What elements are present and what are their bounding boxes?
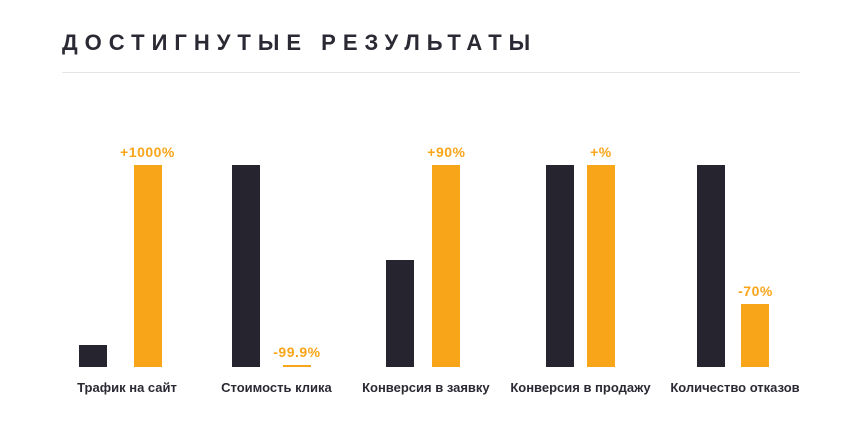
dark-bar: [232, 165, 261, 367]
orange-bar-column: +90%: [427, 144, 465, 367]
bar-pair: +%: [545, 141, 615, 367]
dark-bar: [386, 260, 415, 367]
chart-group: +% Конверсия в продажу: [510, 141, 650, 395]
chart-group: +1000% Трафик на сайт: [62, 141, 192, 395]
orange-bar-column: +%: [586, 144, 615, 367]
bar-value-label: +%: [590, 144, 612, 160]
orange-bar-column: -99.9%: [273, 344, 320, 367]
bar-pair: -70%: [697, 141, 773, 367]
bar-pair: +1000%: [79, 141, 175, 367]
category-label: Стоимость клика: [221, 380, 332, 395]
dark-bar-column: [386, 260, 415, 367]
orange-bar: [282, 365, 311, 367]
bar-value-label: +90%: [427, 144, 466, 160]
orange-bar-column: -70%: [738, 283, 773, 367]
orange-bar: [586, 165, 615, 367]
category-label: Количество отказов: [670, 380, 800, 395]
dark-bar-column: [79, 345, 108, 367]
bar-value-label: -99.9%: [273, 344, 321, 360]
chart-group: -70% Количество отказов: [670, 141, 800, 395]
orange-bar: [741, 304, 770, 367]
category-label: Трафик на сайт: [77, 380, 177, 395]
page-title: ДОСТИГНУТЫЕ РЕЗУЛЬТАТЫ: [62, 30, 538, 55]
dark-bar: [79, 345, 108, 367]
category-label: Конверсия в заявку: [362, 380, 490, 395]
orange-bar: [432, 165, 461, 367]
bar-value-label: -70%: [738, 283, 773, 299]
dark-bar-column: [545, 165, 574, 367]
bar-pair: -99.9%: [232, 141, 320, 367]
chart-group: -99.9% Стоимость клика: [211, 141, 341, 395]
orange-bar-column: +1000%: [120, 144, 175, 367]
title-divider: [62, 72, 800, 73]
chart-group: +90% Конверсия в заявку: [361, 141, 491, 395]
bar-chart: +1000% Трафик на сайт -99.9% Стоимость клик…: [62, 141, 800, 395]
bar-pair: +90%: [386, 141, 465, 367]
category-label: Конверсия в продажу: [510, 380, 651, 395]
dark-bar-column: [697, 165, 726, 367]
dark-bar: [545, 165, 574, 367]
orange-bar: [133, 165, 162, 367]
bar-value-label: +1000%: [120, 144, 175, 160]
dark-bar-column: [232, 165, 261, 367]
dark-bar: [697, 165, 726, 367]
